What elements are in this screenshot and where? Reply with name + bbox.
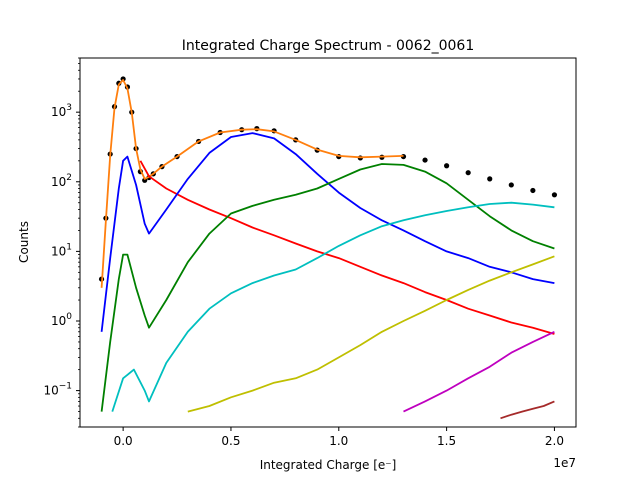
data-point [551, 192, 558, 198]
series-pe1 [100, 132, 555, 332]
series-line [500, 400, 555, 420]
x-tick-label: 1.0 [329, 434, 348, 448]
x-tick-label: 0.5 [221, 434, 240, 448]
y-axis-ticks: 10−1 100 101 102 103 [43, 57, 80, 428]
series-pe3 [111, 201, 555, 412]
series-pe2 [100, 163, 555, 412]
series-line [111, 201, 555, 412]
y-axis-label: Counts [17, 221, 31, 263]
y-tick-label: 100 [51, 312, 72, 328]
series-total_fit [100, 79, 404, 288]
x-tick-label: 1.5 [437, 434, 456, 448]
series-pe6 [500, 400, 555, 420]
x-axis-label: Integrated Charge [e⁻] [260, 458, 397, 472]
plot-frame [79, 57, 577, 428]
data-point [444, 163, 450, 169]
y-tick-label: 101 [51, 242, 72, 258]
data-point [465, 170, 471, 176]
y-tick-label: 102 [51, 173, 72, 189]
series-pedestal [139, 160, 555, 335]
y-tick-label: 103 [51, 103, 72, 119]
x-tick-label: 2.0 [545, 434, 564, 448]
data-point [487, 176, 493, 182]
series-line [100, 163, 555, 412]
x-axis-offset-label: 1e7 [553, 456, 576, 470]
chart-title: Integrated Charge Spectrum - 0062_0061 [182, 38, 475, 54]
series-line [139, 160, 555, 335]
series-line [100, 79, 404, 288]
series-line [187, 255, 555, 413]
series-line [403, 330, 555, 413]
data-point [422, 157, 428, 163]
data-point [508, 182, 514, 188]
x-axis-ticks: 0.0 0.5 1.0 1.5 2.0 [114, 427, 564, 448]
series-line [100, 132, 555, 332]
series-pe5 [403, 330, 555, 413]
series-layer [98, 76, 558, 420]
x-tick-label: 0.0 [114, 434, 133, 448]
series-pe4 [187, 255, 555, 413]
data-point [530, 187, 536, 194]
y-tick-label: 10−1 [43, 382, 72, 398]
